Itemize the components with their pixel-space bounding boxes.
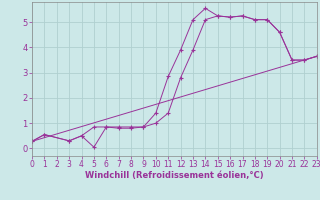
X-axis label: Windchill (Refroidissement éolien,°C): Windchill (Refroidissement éolien,°C)	[85, 171, 264, 180]
